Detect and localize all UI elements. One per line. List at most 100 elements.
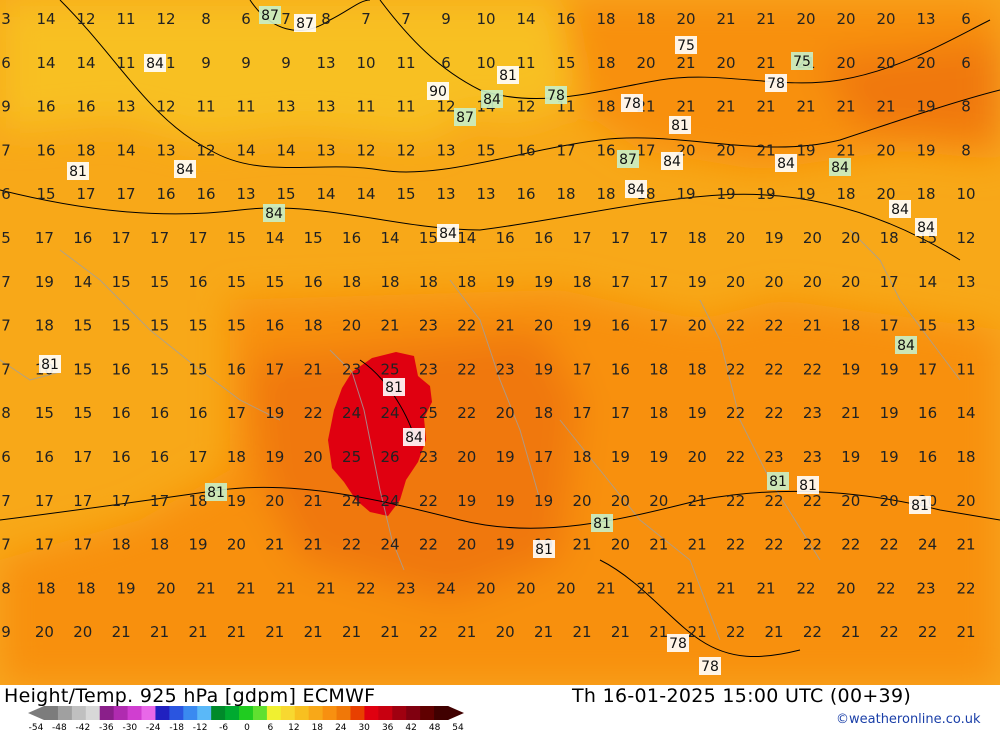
svg-text:84: 84 bbox=[405, 430, 423, 446]
temperature-value: 17 bbox=[572, 229, 591, 247]
temperature-value: 16 bbox=[496, 229, 515, 247]
temperature-value: 17 bbox=[116, 185, 135, 203]
temperature-value: 12 bbox=[956, 229, 975, 247]
temperature-value: 25 bbox=[342, 448, 361, 466]
temperature-value: 20 bbox=[227, 536, 246, 554]
temperature-value: 19 bbox=[688, 273, 707, 291]
temperature-value: 22 bbox=[918, 623, 937, 641]
height-label: 84 bbox=[481, 90, 503, 108]
temperature-value: 17 bbox=[611, 273, 630, 291]
temperature-value: 14 bbox=[276, 141, 295, 159]
svg-text:87: 87 bbox=[296, 16, 314, 32]
temperature-value: 20 bbox=[764, 273, 783, 291]
temperature-value: 17 bbox=[35, 492, 54, 510]
temperature-value: 15 bbox=[112, 317, 131, 335]
temperature-value: 17 bbox=[611, 404, 630, 422]
legend-tick: -6 bbox=[219, 723, 229, 733]
legend-tick: 24 bbox=[335, 723, 347, 733]
temperature-value: 17 bbox=[572, 404, 591, 422]
temperature-value: 22 bbox=[726, 492, 745, 510]
svg-text:87: 87 bbox=[619, 152, 637, 168]
temperature-value: 6 bbox=[961, 10, 971, 28]
temperature-value: 19 bbox=[841, 448, 860, 466]
height-label: 81 bbox=[39, 355, 61, 373]
temperature-value: 18 bbox=[150, 536, 169, 554]
credit-link[interactable]: ©weatheronline.co.uk bbox=[836, 712, 981, 727]
temperature-value: 20 bbox=[803, 229, 822, 247]
temperature-value: 19 bbox=[649, 448, 668, 466]
temperature-value: 14 bbox=[457, 229, 476, 247]
temperature-value: 17 bbox=[112, 229, 131, 247]
temperature-value: 21 bbox=[803, 317, 822, 335]
legend-swatch bbox=[57, 706, 73, 720]
temperature-value: 21 bbox=[316, 579, 335, 597]
temperature-value: 21 bbox=[956, 536, 975, 554]
temperature-value: 22 bbox=[304, 404, 323, 422]
legend-tick: -54 bbox=[28, 723, 44, 733]
temperature-value: 20 bbox=[35, 623, 54, 641]
temperature-value: 21 bbox=[236, 579, 255, 597]
temperature-value: 7 bbox=[1, 273, 11, 291]
temperature-value: 20 bbox=[841, 229, 860, 247]
temperature-value: 20 bbox=[876, 185, 895, 203]
temperature-value: 21 bbox=[836, 98, 855, 116]
temperature-value: 19 bbox=[496, 273, 515, 291]
height-label: 81 bbox=[383, 378, 405, 396]
temperature-value: 19 bbox=[756, 185, 775, 203]
temperature-value: 23 bbox=[496, 360, 515, 378]
temperature-value: 20 bbox=[716, 141, 735, 159]
legend-tick-labels: -54 -48 -42 -36 -30 -24 -18 -12 -6 0 6 12 18 24 30 36 42… bbox=[29, 723, 476, 735]
temperature-value: 9 bbox=[281, 54, 291, 72]
temperature-value: 21 bbox=[688, 536, 707, 554]
temperature-value: 15 bbox=[227, 273, 246, 291]
height-label: 81 bbox=[591, 514, 613, 532]
temperature-value: 21 bbox=[716, 579, 735, 597]
temperature-value: 15 bbox=[918, 317, 937, 335]
temperature-value: 20 bbox=[876, 10, 895, 28]
temperature-value: 20 bbox=[457, 448, 476, 466]
legend-tick: -42 bbox=[75, 723, 91, 733]
temperature-value: 19 bbox=[916, 98, 935, 116]
temperature-value: 16 bbox=[36, 98, 55, 116]
temperature-value: 18 bbox=[188, 492, 207, 510]
temperature-value: 18 bbox=[596, 54, 615, 72]
temperature-value: 23 bbox=[764, 448, 783, 466]
temperature-value: 15 bbox=[265, 273, 284, 291]
temperature-value: 20 bbox=[836, 54, 855, 72]
temperature-value: 16 bbox=[596, 141, 615, 159]
temperature-value: 18 bbox=[596, 98, 615, 116]
temperature-value: 17 bbox=[112, 492, 131, 510]
height-label: 87 bbox=[454, 108, 476, 126]
legend-tick: 0 bbox=[244, 723, 250, 733]
svg-text:84: 84 bbox=[176, 162, 194, 178]
temperature-value: 12 bbox=[156, 10, 175, 28]
temperature-value: 21 bbox=[304, 536, 323, 554]
temperature-value: 15 bbox=[227, 229, 246, 247]
temperature-value: 15 bbox=[276, 185, 295, 203]
temperature-value: 13 bbox=[956, 273, 975, 291]
height-label: 78 bbox=[667, 634, 689, 652]
temperature-value: 3 bbox=[1, 10, 11, 28]
temperature-value: 22 bbox=[419, 623, 438, 641]
svg-text:81: 81 bbox=[671, 118, 689, 134]
temperature-value: 8 bbox=[961, 98, 971, 116]
temperature-value: 16 bbox=[611, 360, 630, 378]
temperature-value: 12 bbox=[396, 141, 415, 159]
temperature-value: 19 bbox=[227, 492, 246, 510]
temperature-value: 20 bbox=[688, 317, 707, 335]
temperature-value: 11 bbox=[116, 10, 135, 28]
temperature-value: 20 bbox=[156, 579, 175, 597]
temperature-value: 19 bbox=[35, 273, 54, 291]
temperature-value: 13 bbox=[476, 185, 495, 203]
temperature-value: 17 bbox=[35, 229, 54, 247]
temperature-value: 18 bbox=[688, 360, 707, 378]
temperature-value: 15 bbox=[150, 360, 169, 378]
height-label: 84 bbox=[775, 154, 797, 172]
temperature-value: 21 bbox=[756, 10, 775, 28]
height-label: 78 bbox=[545, 86, 567, 104]
temperature-value: 16 bbox=[534, 229, 553, 247]
legend-tick: 42 bbox=[405, 723, 417, 733]
temperature-value: 11 bbox=[356, 98, 375, 116]
temperature-value: 21 bbox=[457, 623, 476, 641]
temperature-value: 16 bbox=[112, 360, 131, 378]
